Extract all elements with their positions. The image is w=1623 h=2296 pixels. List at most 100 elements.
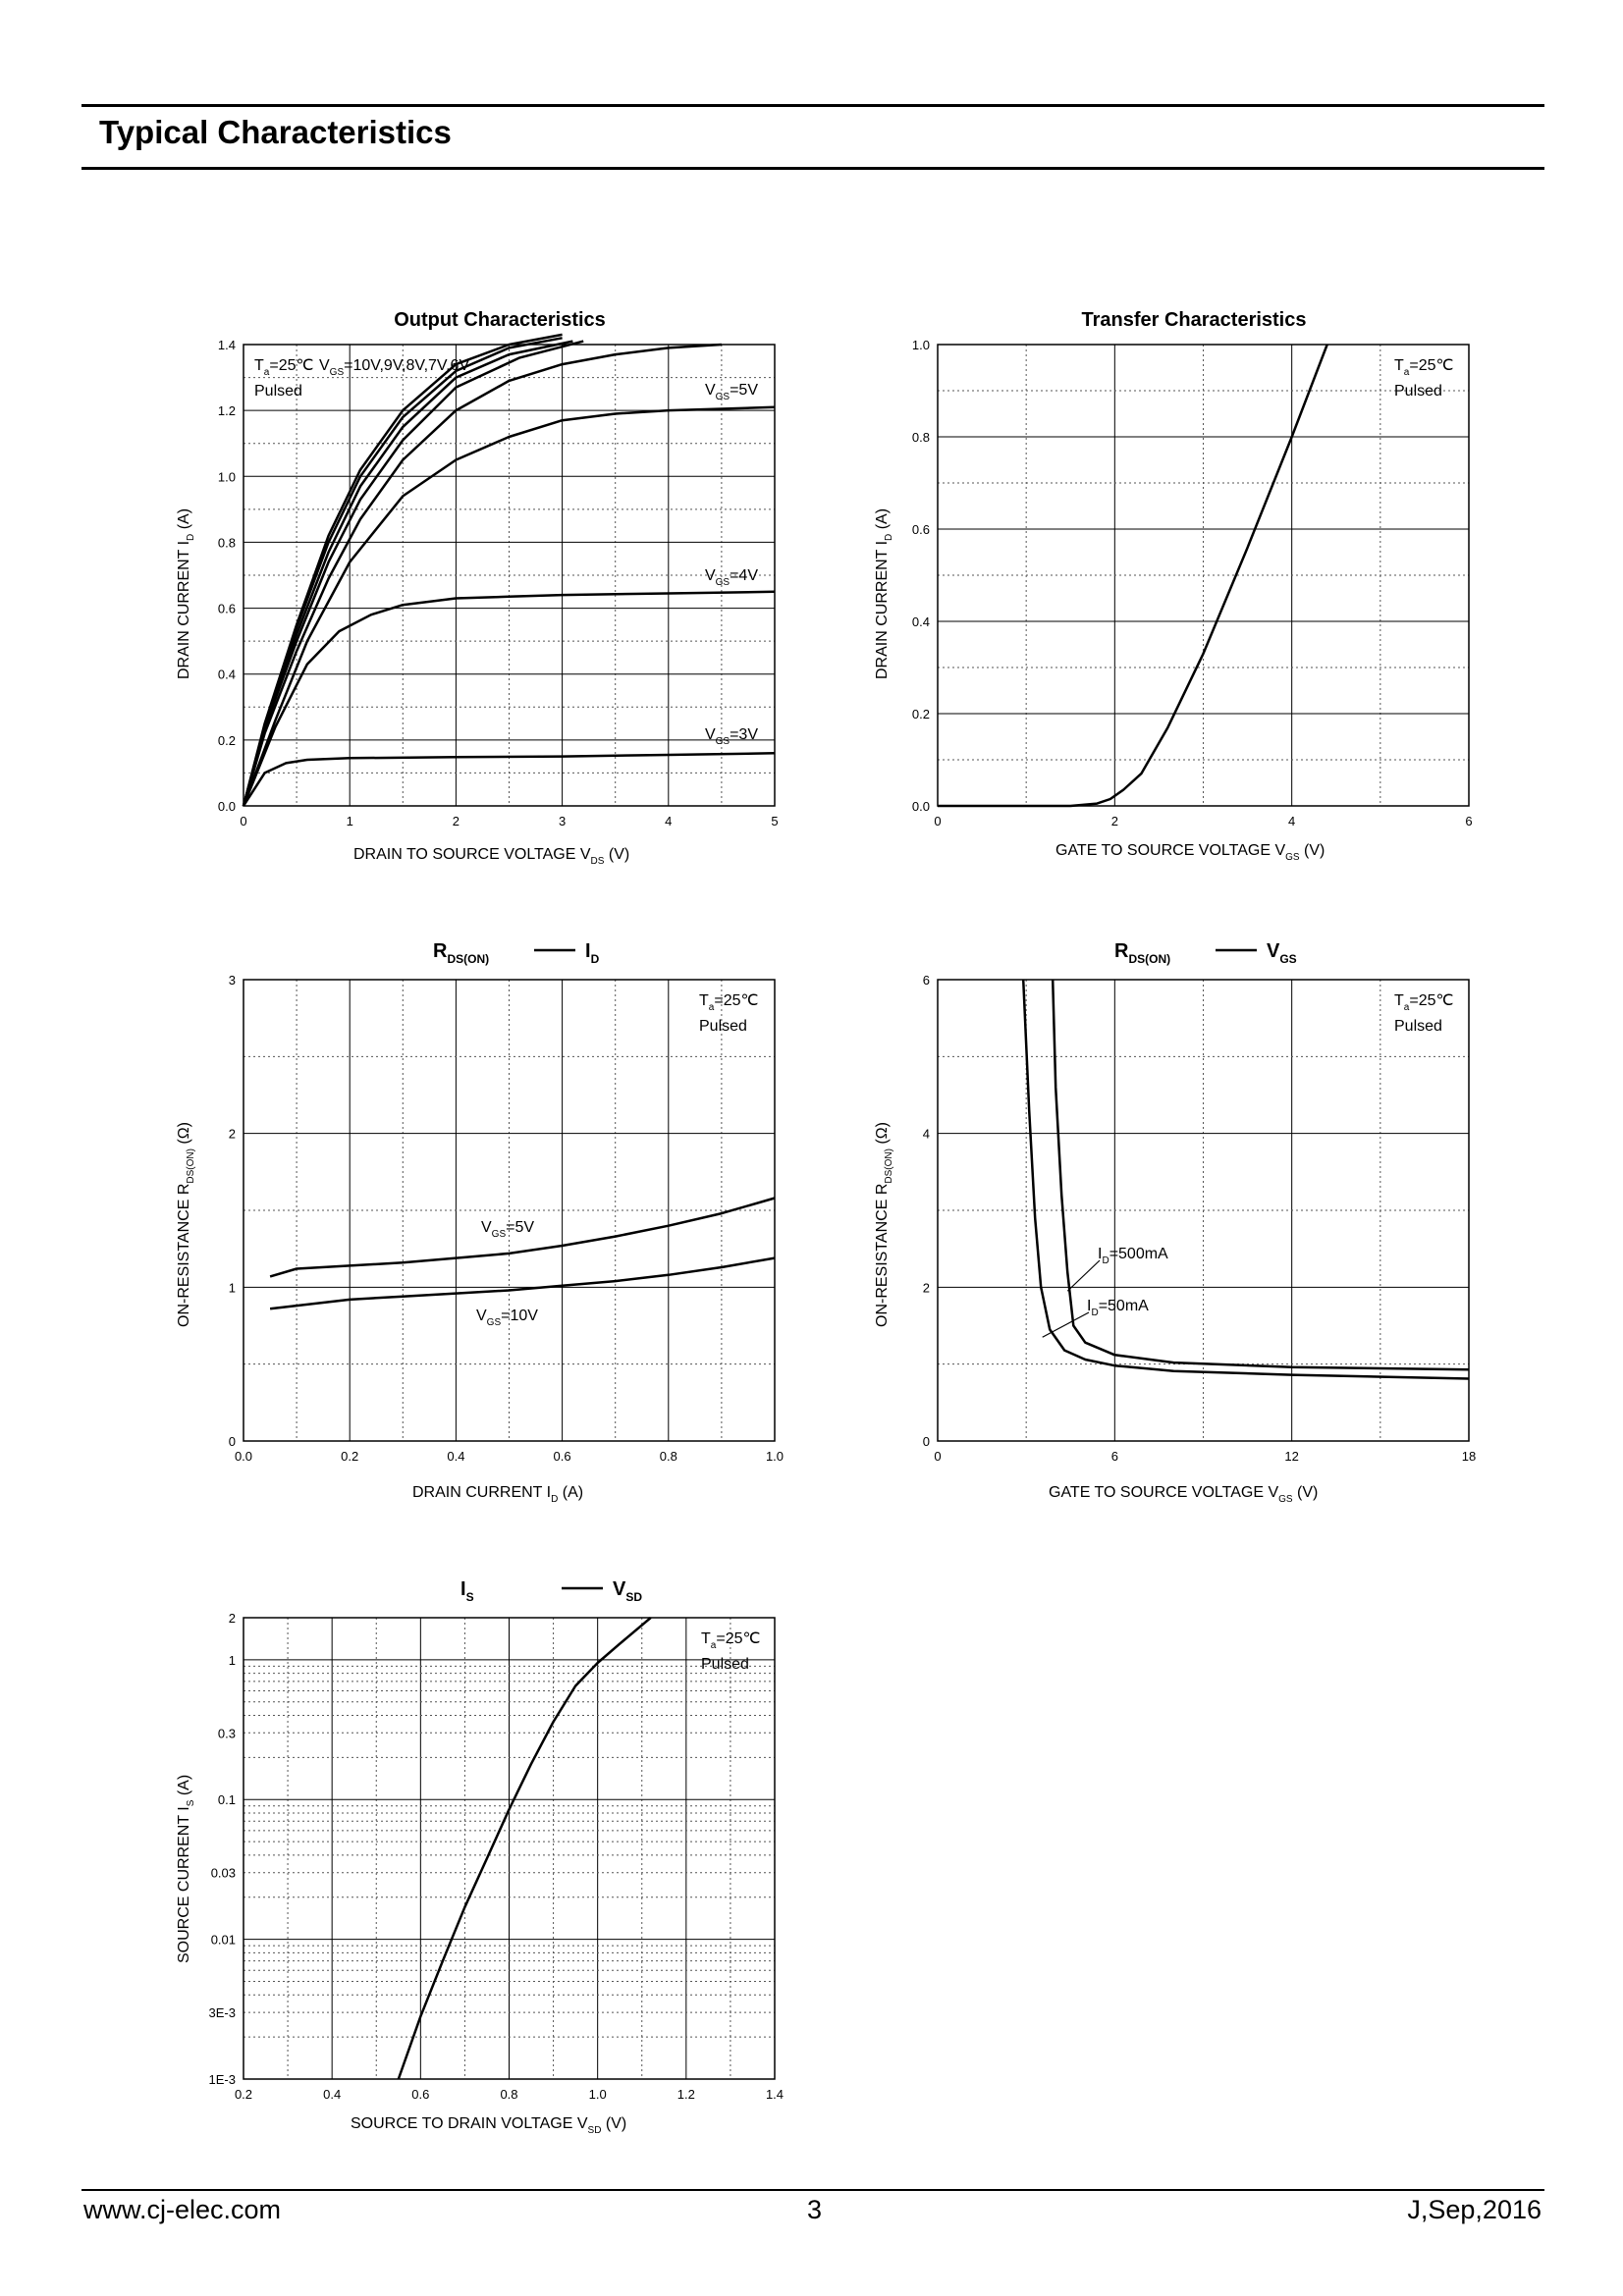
- x-tick-label: 0.6: [554, 1449, 571, 1464]
- curve-label: VGS=10V: [476, 1308, 538, 1328]
- y-tick-label: 4: [923, 1127, 930, 1142]
- y-tick-label: 1.0: [218, 469, 236, 484]
- y-tick-label: 0.8: [912, 430, 930, 445]
- curve-label: VGS=10V,9V,8V,7V,6V: [319, 357, 469, 378]
- y-axis-label: ON-RESISTANCE RDS(ON) (Ω): [874, 1122, 894, 1327]
- y-tick-label: 0.8: [218, 535, 236, 550]
- y-axis-label: DRAIN CURRENT ID (A): [874, 508, 894, 679]
- header-rule-top: [81, 104, 1544, 107]
- curve-label: VGS=3V: [705, 726, 758, 747]
- x-tick-label: 0.6: [411, 2087, 429, 2102]
- x-tick-label: 4: [1288, 814, 1295, 828]
- y-axis-label: DRAIN CURRENT ID (A): [176, 508, 196, 679]
- x-tick-label: 3: [559, 814, 566, 828]
- x-tick-label: 2: [453, 814, 460, 828]
- series-line-1: [269, 1197, 776, 1278]
- plot-frame: [937, 979, 1470, 1442]
- x-tick-label: 18: [1462, 1449, 1476, 1464]
- curve-label: VGS=4V: [705, 567, 758, 588]
- y-tick-label: 3: [229, 973, 236, 988]
- y-tick-label: 2: [923, 1280, 930, 1295]
- y-tick-label: 3E-3: [209, 2005, 236, 2020]
- chart-title: Output Characteristics: [394, 309, 606, 331]
- y-tick-label: 0.01: [211, 1933, 236, 1948]
- chart-title: RDS(ON): [1114, 940, 1170, 966]
- series-line-2: [269, 1256, 776, 1310]
- y-tick-label: 0.0: [912, 799, 930, 814]
- y-tick-label: 6: [923, 973, 930, 988]
- chart-5: 0.2 0.4 0.6 0.8 1.0 1.2 1.4 1E-3 3E-3 0.01 0.03 0.1…: [176, 1578, 784, 2136]
- x-tick-label: 0.4: [323, 2087, 341, 2102]
- x-tick-label: 12: [1284, 1449, 1298, 1464]
- chart-title: Transfer Characteristics: [1081, 309, 1306, 331]
- x-tick-label: 1: [347, 814, 353, 828]
- y-tick-label: 1.2: [218, 403, 236, 418]
- footer-website[interactable]: www.cj-elec.com: [83, 2195, 282, 2224]
- chart-title: RDS(ON): [433, 940, 489, 966]
- curve-label: VGS=5V: [705, 382, 758, 402]
- chart-1: 0 1 2 3 4 5 0.0 0.2 0.4 0.6 0.8 1.0 1.2 1.4 Output Cha…: [176, 309, 779, 867]
- x-tick-label: 0.0: [235, 1449, 252, 1464]
- y-axis-label: SOURCE CURRENT IS (A): [176, 1775, 196, 1963]
- x-tick-label: 1.0: [589, 2087, 607, 2102]
- condition-label: Ta=25℃: [699, 992, 758, 1013]
- y-tick-label: 2: [229, 1611, 236, 1626]
- series-line-7: [242, 590, 776, 807]
- y-tick-label: 0: [923, 1434, 930, 1449]
- x-tick-label: 4: [665, 814, 672, 828]
- y-tick-label: 0.6: [912, 522, 930, 537]
- series-line-6: [242, 405, 776, 807]
- chart-3: 0.0 0.2 0.4 0.6 0.8 1.0 0 1 2 3 RDS(ON) ID Ta=25℃ Pul…: [176, 940, 784, 1505]
- condition-label: Ta=25℃: [1394, 992, 1453, 1013]
- x-tick-label: 0.4: [447, 1449, 464, 1464]
- chart-4: 0 6 12 18 0 2 4 6 RDS(ON) VGS Ta=25℃ Pulsed ID=500mA…: [874, 940, 1476, 1505]
- page-title: Typical Characteristics: [99, 114, 452, 150]
- x-tick-label: 0: [934, 814, 941, 828]
- condition-label: Pulsed: [1394, 1018, 1442, 1035]
- x-tick-label: 0.8: [500, 2087, 517, 2102]
- curve-label: ID=50mA: [1087, 1298, 1149, 1318]
- chart-title-right: VGS: [1267, 940, 1297, 966]
- condition-label: Ta=25℃: [1394, 357, 1453, 378]
- curve-label: ID=500mA: [1098, 1246, 1168, 1266]
- y-tick-label: 0.2: [912, 707, 930, 721]
- series-line-2: [1021, 979, 1470, 1380]
- x-tick-label: 0: [240, 814, 246, 828]
- x-axis-label: DRAIN CURRENT ID (A): [412, 1484, 583, 1505]
- y-tick-label: 0.6: [218, 602, 236, 616]
- series-line-5: [242, 343, 722, 807]
- plot-frame: [243, 1617, 776, 2080]
- condition-label: Pulsed: [699, 1018, 747, 1035]
- y-tick-label: 0.03: [211, 1866, 236, 1881]
- condition-label: Pulsed: [1394, 383, 1442, 400]
- series-line-8: [242, 752, 776, 807]
- y-tick-label: 0.4: [912, 614, 930, 629]
- y-tick-label: 1.4: [218, 338, 236, 352]
- condition-label: Ta=25℃: [701, 1630, 760, 1651]
- chart-2: 0 2 4 6 0.0 0.2 0.4 0.6 0.8 1.0 Transfer Character…: [874, 309, 1473, 863]
- x-tick-label: 0.8: [660, 1449, 677, 1464]
- plot-frame: [243, 979, 776, 1442]
- y-tick-label: 1.0: [912, 338, 930, 352]
- x-tick-label: 2: [1111, 814, 1118, 828]
- footer-rule: [81, 2189, 1544, 2191]
- x-axis-label: GATE TO SOURCE VOLTAGE VGS (V): [1055, 842, 1325, 863]
- y-tick-label: 0.2: [218, 733, 236, 748]
- x-tick-label: 1.0: [766, 1449, 784, 1464]
- x-axis-label: SOURCE TO DRAIN VOLTAGE VSD (V): [351, 2115, 626, 2136]
- condition-label: Pulsed: [254, 383, 302, 400]
- y-tick-label: 1: [229, 1280, 236, 1295]
- condition-label: Pulsed: [701, 1656, 749, 1673]
- y-tick-label: 0: [229, 1434, 236, 1449]
- y-tick-label: 0.0: [218, 799, 236, 814]
- x-tick-label: 6: [1465, 814, 1472, 828]
- y-tick-label: 1E-3: [209, 2072, 236, 2087]
- y-tick-label: 0.4: [218, 667, 236, 682]
- y-tick-label: 2: [229, 1127, 236, 1142]
- y-axis-label: ON-RESISTANCE RDS(ON) (Ω): [176, 1122, 196, 1327]
- y-tick-label: 1: [229, 1653, 236, 1668]
- x-tick-label: 0.2: [341, 1449, 358, 1464]
- leader-line-50ma: [1042, 1311, 1090, 1338]
- footer-page-number: 3: [807, 2195, 823, 2224]
